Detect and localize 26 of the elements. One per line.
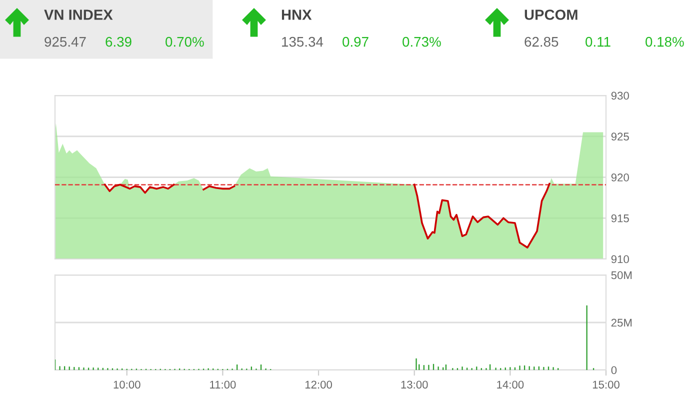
text: 0.70% [166,36,204,47]
y-tick-label: 930 [611,92,629,100]
y-tick-label: 915 [611,214,629,222]
x-tick-label: 14:00 [497,380,524,389]
x-tick-label: 15:00 [592,380,620,389]
text: 0.11 [586,36,610,47]
x-tick-label: 11:00 [210,380,236,389]
y-tick-label: 910 [611,255,629,264]
text: 925.47 [44,36,86,47]
x-tick-label: 12:00 [305,380,332,389]
text: 0.97 [342,36,368,47]
y-tick-label: 925 [611,132,629,141]
x-tick-label: 10:00 [114,380,140,389]
y-tick-label: 0 [611,366,617,374]
y-tick-label: 920 [611,174,629,182]
y-tick-label: 50M [611,271,632,280]
text: 0.73% [402,36,441,47]
text: VN INDEX [44,10,113,20]
text: 62.85 [524,36,558,47]
x-tick-label: 13:00 [401,380,428,389]
text: UPCOM [524,10,578,20]
text: 6.39 [106,36,132,47]
y-tick-label: 25M [611,318,632,327]
text: HNX [282,10,312,20]
text: 0.18% [646,36,684,47]
text: 135.34 [282,36,324,47]
